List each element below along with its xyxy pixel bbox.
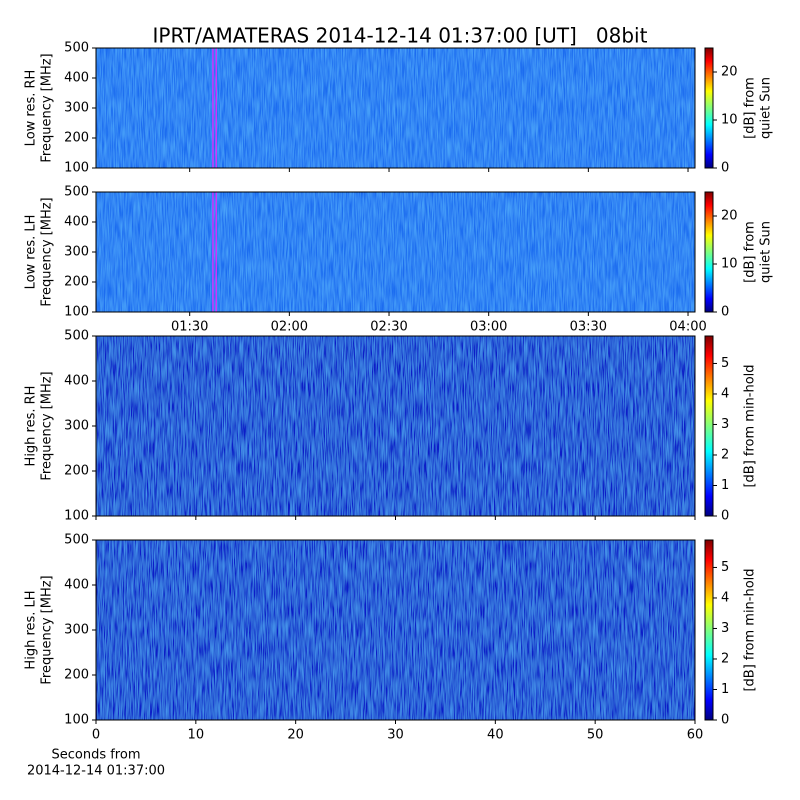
colorbar-tick-label: 10 xyxy=(721,113,738,128)
colorbar-tick-label: 3 xyxy=(721,417,729,432)
colorbar-tick-label: 1 xyxy=(721,682,729,697)
y-tick-label: 400 xyxy=(64,578,89,593)
colorbar-tick-label: 2 xyxy=(721,651,729,666)
y-tick-label: 100 xyxy=(64,305,89,320)
y-tick-label: 100 xyxy=(64,713,89,728)
colorbar xyxy=(704,191,714,313)
chart-title: IPRT/AMATERAS 2014-12-14 01:37:00 [UT] 0… xyxy=(153,24,648,48)
colorbar-tick-label: 4 xyxy=(721,590,729,605)
y-tick-label: 200 xyxy=(64,464,89,479)
y-axis-label: High res. LH xyxy=(24,590,39,669)
x-tick-label: 0 xyxy=(92,728,100,743)
y-axis-label: Frequency [MHz] xyxy=(40,371,55,480)
y-tick-label: 300 xyxy=(64,101,89,116)
y-tick-label: 200 xyxy=(64,275,89,290)
colorbar-tick-label: 10 xyxy=(721,257,738,272)
y-tick-label: 200 xyxy=(64,131,89,146)
x-tick-label: 02:00 xyxy=(271,320,308,335)
colorbar xyxy=(704,335,714,517)
x-tick-label: 01:30 xyxy=(171,320,208,335)
x-tick-label: 20 xyxy=(287,728,304,743)
y-tick-label: 100 xyxy=(64,509,89,524)
colorbar-tick-label: 0 xyxy=(721,161,729,176)
colorbar-label: quiet Sun xyxy=(759,77,774,139)
y-tick-label: 300 xyxy=(64,623,89,638)
y-tick-label: 400 xyxy=(64,71,89,86)
colorbar xyxy=(704,47,714,169)
spectrogram-image xyxy=(96,48,695,168)
x-axis-label: 2014-12-14 01:37:00 xyxy=(27,764,165,779)
colorbar-tick-label: 0 xyxy=(721,509,729,524)
x-tick-label: 60 xyxy=(687,728,704,743)
colorbar-tick-label: 0 xyxy=(721,305,729,320)
x-axis-label: Seconds from xyxy=(51,748,140,763)
x-tick-label: 50 xyxy=(587,728,604,743)
y-tick-label: 500 xyxy=(64,329,89,344)
x-tick-label: 40 xyxy=(487,728,504,743)
x-tick-label: 10 xyxy=(188,728,205,743)
y-tick-label: 500 xyxy=(64,185,89,200)
colorbar-label: [dB] from min-hold xyxy=(743,364,758,487)
y-tick-label: 200 xyxy=(64,668,89,683)
colorbar-label: [dB] from xyxy=(743,221,758,283)
colorbar-tick-label: 4 xyxy=(721,386,729,401)
x-tick-label: 03:00 xyxy=(470,320,507,335)
y-tick-label: 300 xyxy=(64,419,89,434)
y-axis-label: Low res. RH xyxy=(24,70,39,147)
y-tick-label: 100 xyxy=(64,161,89,176)
y-axis-label: Frequency [MHz] xyxy=(40,197,55,306)
colorbar-tick-label: 1 xyxy=(721,478,729,493)
colorbar xyxy=(704,539,714,721)
colorbar-label: [dB] from xyxy=(743,77,758,139)
x-tick-label: 04:00 xyxy=(669,320,706,335)
colorbar-tick-label: 5 xyxy=(721,560,729,575)
colorbar-tick-label: 2 xyxy=(721,447,729,462)
colorbar-tick-label: 20 xyxy=(721,209,738,224)
colorbar-tick-label: 5 xyxy=(721,356,729,371)
colorbar-tick-label: 20 xyxy=(721,65,738,80)
colorbar-tick-label: 0 xyxy=(721,713,729,728)
spectrogram-image xyxy=(96,336,695,516)
y-axis-label: Frequency [MHz] xyxy=(40,575,55,684)
y-tick-label: 300 xyxy=(64,245,89,260)
y-axis-label: Low res. LH xyxy=(24,215,39,290)
spectrogram-image xyxy=(96,540,695,720)
y-axis-label: Frequency [MHz] xyxy=(40,53,55,162)
colorbar-label: quiet Sun xyxy=(759,221,774,283)
spectrogram-image xyxy=(96,192,695,312)
y-axis-label: High res. RH xyxy=(24,386,39,467)
x-tick-label: 30 xyxy=(387,728,404,743)
y-tick-label: 400 xyxy=(64,374,89,389)
y-tick-label: 400 xyxy=(64,215,89,230)
y-tick-label: 500 xyxy=(64,533,89,548)
colorbar-tick-label: 3 xyxy=(721,621,729,636)
x-tick-label: 03:30 xyxy=(570,320,607,335)
x-tick-label: 02:30 xyxy=(370,320,407,335)
colorbar-label: [dB] from min-hold xyxy=(743,568,758,691)
y-tick-label: 500 xyxy=(64,41,89,56)
